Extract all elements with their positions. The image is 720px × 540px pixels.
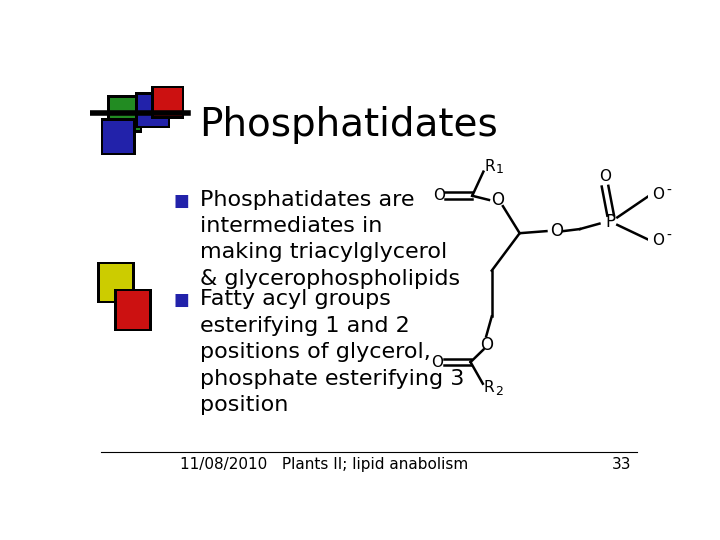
Text: Phosphatidates: Phosphatidates xyxy=(199,106,498,144)
Text: -: - xyxy=(667,229,671,243)
Text: Fatty acyl groups
esterifying 1 and 2
positions of glycerol,
phosphate esterifyi: Fatty acyl groups esterifying 1 and 2 po… xyxy=(200,289,465,415)
Text: ■: ■ xyxy=(174,192,189,210)
Bar xyxy=(114,289,152,332)
Bar xyxy=(153,88,181,116)
Text: 11/08/2010   Plants II; lipid anabolism: 11/08/2010 Plants II; lipid anabolism xyxy=(180,457,469,472)
Text: 2: 2 xyxy=(495,384,503,397)
Bar xyxy=(97,262,135,303)
Bar xyxy=(107,95,143,133)
Bar xyxy=(150,85,184,119)
Text: P: P xyxy=(606,213,616,231)
Bar xyxy=(138,94,168,125)
Text: Phosphatidates are
intermediates in
making triacylglycerol
& glycerophospholipid: Phosphatidates are intermediates in maki… xyxy=(200,190,461,289)
Bar xyxy=(110,98,140,130)
Text: O: O xyxy=(480,336,492,354)
Text: 33: 33 xyxy=(612,457,631,472)
Text: O: O xyxy=(599,169,611,184)
Bar xyxy=(101,118,136,156)
Text: O: O xyxy=(652,233,664,248)
Text: 1: 1 xyxy=(495,163,503,176)
Text: O: O xyxy=(433,188,445,203)
Text: O: O xyxy=(491,191,504,209)
Bar xyxy=(104,120,133,153)
Bar xyxy=(117,292,149,329)
Text: O: O xyxy=(550,222,563,240)
Bar xyxy=(135,92,171,128)
Text: ■: ■ xyxy=(174,292,189,309)
Text: R: R xyxy=(484,380,495,395)
Text: -: - xyxy=(667,184,671,198)
Text: R: R xyxy=(485,159,495,174)
Text: O: O xyxy=(431,355,443,369)
Bar xyxy=(100,265,132,301)
Text: O: O xyxy=(652,187,664,202)
